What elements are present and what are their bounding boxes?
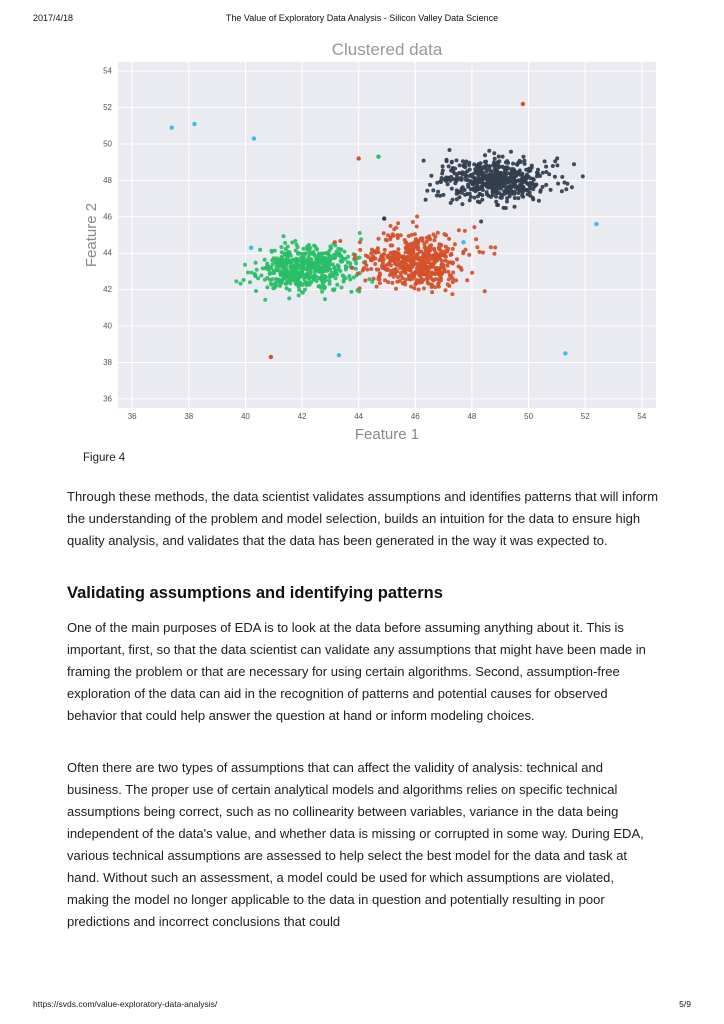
svg-text:46: 46 xyxy=(411,412,420,421)
svg-text:50: 50 xyxy=(524,412,533,421)
svg-text:54: 54 xyxy=(637,412,646,421)
svg-text:Feature 1: Feature 1 xyxy=(355,426,419,443)
clustered-data-chart: 36 38 40 42 44 46 48 50 52 54 36 38 40 42 44 46 48 50 52 54… xyxy=(58,40,658,445)
svg-text:50: 50 xyxy=(103,139,112,148)
page-footer: https://svds.com/value-exploratory-data-… xyxy=(33,999,691,1009)
section-heading: Validating assumptions and identifying p… xyxy=(67,584,443,602)
page-header: 2017/4/18 The Value of Exploratory Data … xyxy=(0,13,724,27)
svg-text:38: 38 xyxy=(103,358,112,367)
footer-page-number: 5/9 xyxy=(679,999,691,1009)
body-paragraph-3: Often there are two types of assumptions… xyxy=(67,760,644,929)
scatter-plot: 36 38 40 42 44 46 48 50 52 54 36 38 40 42 44 46 48 50 52 54… xyxy=(83,40,656,443)
svg-text:40: 40 xyxy=(103,322,112,331)
svg-text:52: 52 xyxy=(581,412,590,421)
body-paragraph-1: Through these methods, the data scientis… xyxy=(67,489,659,548)
svg-text:54: 54 xyxy=(103,67,112,76)
svg-text:48: 48 xyxy=(103,176,112,185)
body-paragraph-2: One of the main purposes of EDA is to lo… xyxy=(67,620,646,723)
svg-text:36: 36 xyxy=(103,394,112,403)
svg-text:52: 52 xyxy=(103,103,112,112)
svg-text:46: 46 xyxy=(103,212,112,221)
svg-text:36: 36 xyxy=(128,412,137,421)
svg-text:48: 48 xyxy=(467,412,476,421)
svg-text:40: 40 xyxy=(241,412,250,421)
svg-text:Clustered data: Clustered data xyxy=(332,40,443,59)
figure-caption: Figure 4 xyxy=(83,452,126,464)
header-date: 2017/4/18 xyxy=(33,13,74,23)
svg-text:42: 42 xyxy=(103,285,112,294)
svg-text:44: 44 xyxy=(354,412,363,421)
svg-text:44: 44 xyxy=(103,249,112,258)
header-title: The Value of Exploratory Data Analysis -… xyxy=(225,13,499,23)
svg-text:Feature 2: Feature 2 xyxy=(83,203,100,267)
article-body: Through these methods, the data scientis… xyxy=(67,486,659,963)
footer-url: https://svds.com/value-exploratory-data-… xyxy=(33,999,218,1009)
svg-text:38: 38 xyxy=(184,412,193,421)
svg-text:42: 42 xyxy=(298,412,307,421)
